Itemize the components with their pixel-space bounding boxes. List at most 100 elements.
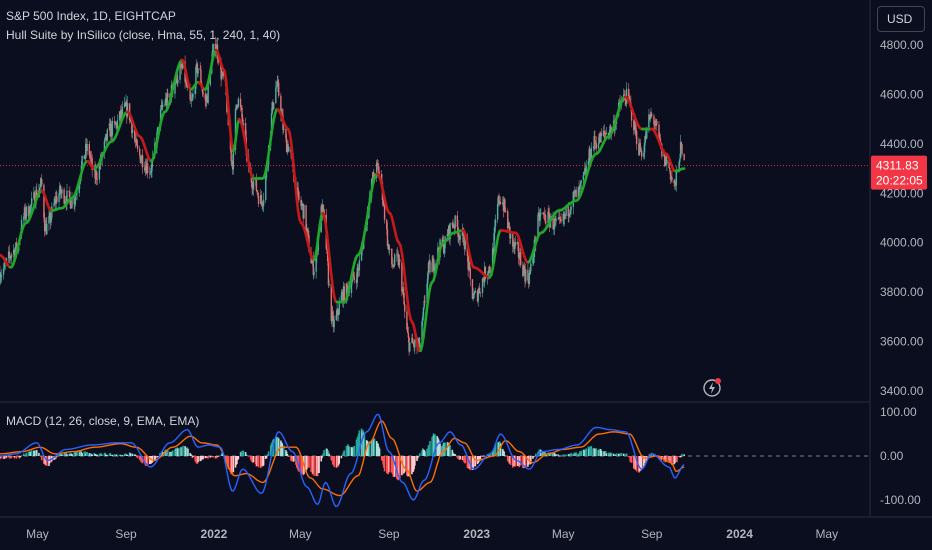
candle-body (419, 342, 421, 348)
candle-body (73, 198, 75, 205)
candle-body (548, 211, 550, 214)
candle-body (350, 282, 353, 294)
macd-hist-bar (30, 450, 33, 456)
macd-hist-bar (459, 456, 462, 460)
candle-body (512, 234, 514, 247)
candle-body (241, 107, 243, 119)
macd-hist-bar (327, 450, 330, 456)
macd-hist-bar (20, 455, 23, 456)
candle-body (157, 127, 159, 133)
hull-suite-line (0, 48, 686, 353)
candle-body (404, 304, 406, 312)
candle-body (530, 263, 532, 272)
macd-hist-bar (287, 456, 290, 457)
hull-segment (234, 122, 239, 137)
candle-body (196, 63, 199, 74)
candle-body (639, 142, 641, 152)
candle-body (121, 110, 123, 115)
macd-hist-bar (555, 454, 557, 456)
hull-segment (435, 259, 440, 270)
hull-segment (269, 127, 274, 140)
macd-hist-bar (403, 456, 406, 472)
candle-body (476, 290, 479, 302)
candle-body (275, 86, 278, 88)
hull-segment (328, 259, 333, 276)
candle-body (272, 101, 274, 110)
candle-body (584, 168, 587, 175)
candle-body (230, 149, 232, 161)
candle-body (381, 174, 383, 183)
candle-body (145, 165, 147, 174)
time-axis-label: 2023 (463, 527, 490, 541)
candle-body (669, 170, 672, 180)
macd-hist-bar (126, 454, 129, 456)
candle-body (340, 295, 343, 303)
candle-body (276, 80, 278, 87)
macd-hist-bar (482, 456, 485, 458)
macd-legend[interactable]: MACD (12, 26, close, 9, EMA, EMA) (6, 414, 200, 428)
macd-hist-bar (499, 443, 502, 456)
macd-hist-bar (106, 455, 109, 456)
candle-body (136, 139, 138, 146)
currency-button[interactable]: USD (877, 6, 925, 32)
candle-body (214, 43, 217, 53)
candle-body (499, 201, 502, 204)
macd-hist-bar (408, 456, 411, 478)
candle-body (574, 192, 576, 194)
time-axis-label: Sep (115, 527, 137, 541)
candle-body (501, 203, 504, 204)
macd-hist-bar (313, 456, 315, 476)
candle-body (194, 88, 196, 95)
macd-hist-bar (252, 456, 255, 462)
candle-body (50, 217, 52, 223)
candle-body (5, 258, 8, 262)
candle-body (502, 203, 505, 211)
candle-body (12, 249, 15, 255)
candle-body (20, 219, 23, 235)
candle-body (599, 133, 601, 143)
candle-body (257, 195, 260, 205)
candle-body (69, 198, 72, 209)
candle-body (602, 130, 605, 136)
candle-body (514, 241, 517, 245)
candle-body (232, 149, 235, 170)
candle-body (383, 203, 385, 205)
macd-hist-bar (615, 453, 618, 456)
candle-body (523, 265, 526, 272)
candle-body (432, 258, 434, 263)
candle-body (406, 311, 408, 330)
macd-hist-bar (671, 456, 673, 466)
price-axis-label: 3800.00 (880, 285, 924, 299)
macd-hist-bar (15, 456, 18, 459)
candle-body (3, 262, 6, 269)
macd-hist-bar (398, 456, 401, 480)
lightning-alert-icon[interactable] (702, 376, 724, 398)
candle-body (321, 206, 323, 217)
candle-body (139, 148, 141, 156)
macd-hist-bar (286, 453, 289, 456)
candle-body (453, 225, 455, 227)
macd-hist-bar (540, 449, 542, 456)
macd-hist-bar (529, 456, 532, 464)
candle-body (136, 145, 139, 149)
macd-hist-bar (237, 456, 240, 460)
candle-body (522, 265, 524, 276)
candle-body (13, 249, 16, 258)
candle-body (121, 106, 124, 115)
time-axis-label: May (552, 527, 575, 541)
candle-body (549, 221, 551, 227)
candle-body (406, 329, 409, 333)
candle-body (221, 72, 224, 75)
candle-body (680, 142, 683, 145)
candle-body (403, 292, 405, 305)
candle-body (179, 66, 181, 80)
candle-body (255, 178, 258, 191)
candle-body (413, 343, 415, 348)
candle-body (15, 242, 17, 250)
hull-suite-legend[interactable]: Hull Suite by InSilico (close, Hma, 55, … (6, 28, 281, 42)
candle-body (552, 215, 554, 230)
candle-body (355, 279, 358, 284)
time-axis-label: 2024 (726, 527, 753, 541)
macd-hist-bar (483, 455, 485, 456)
